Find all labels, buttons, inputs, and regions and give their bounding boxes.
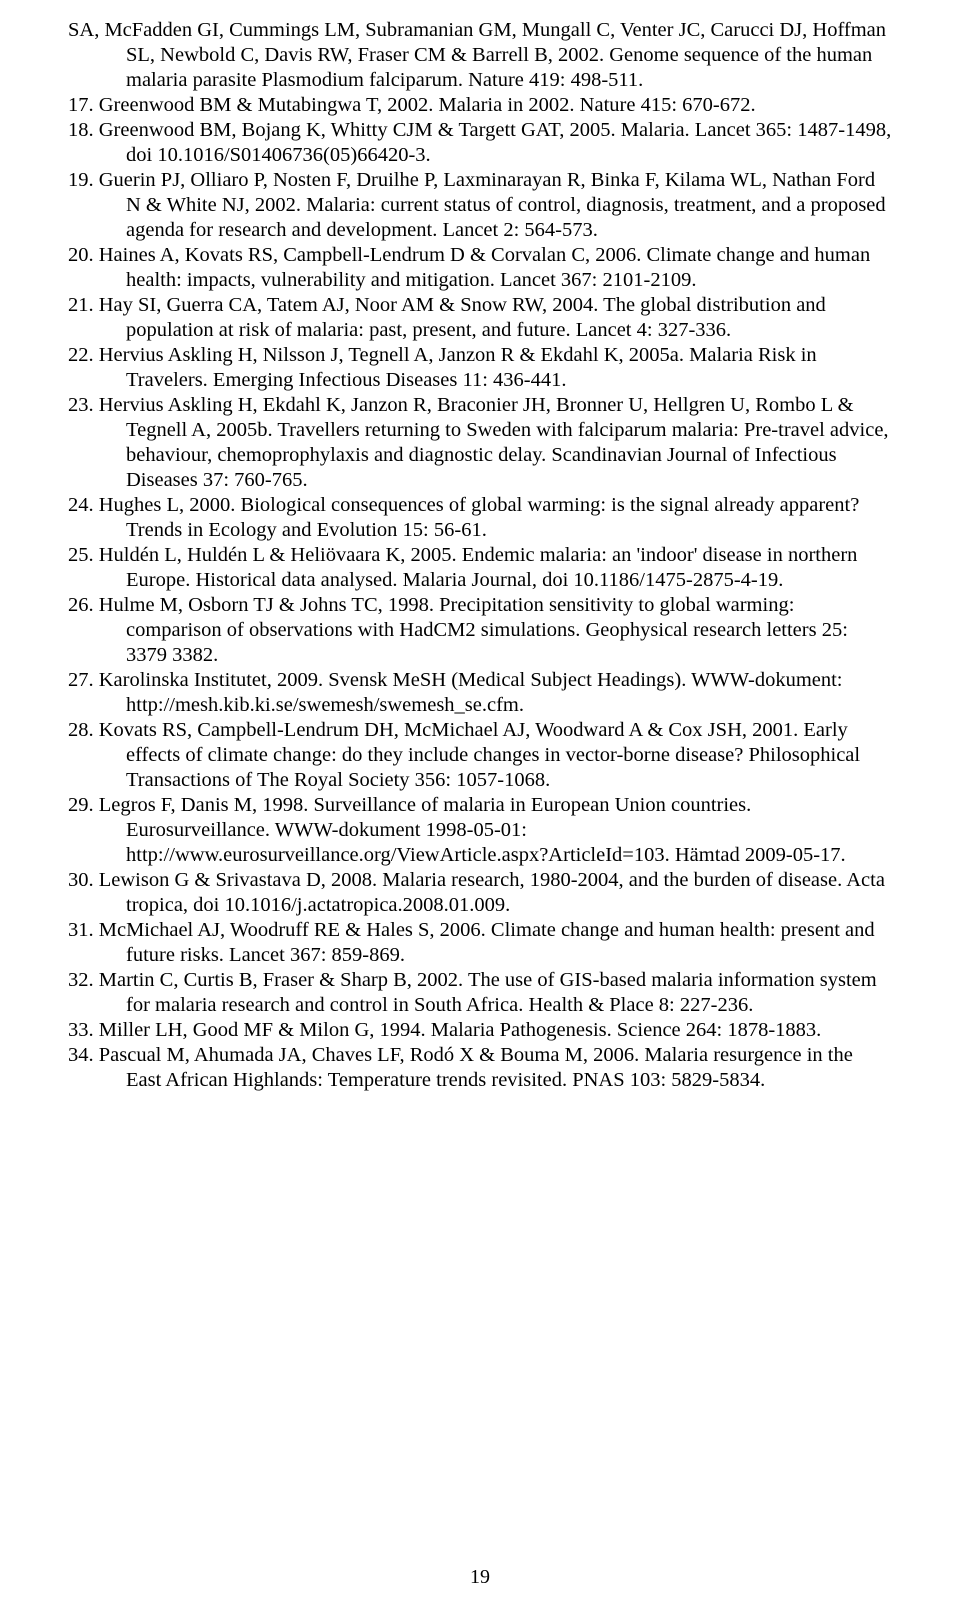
reference-item: 33. Miller LH, Good MF & Milon G, 1994. … (68, 1018, 892, 1043)
reference-item: 31. McMichael AJ, Woodruff RE & Hales S,… (68, 918, 892, 968)
reference-item: 25. Huldén L, Huldén L & Heliövaara K, 2… (68, 543, 892, 593)
reference-item: 34. Pascual M, Ahumada JA, Chaves LF, Ro… (68, 1043, 892, 1093)
reference-item: 26. Hulme M, Osborn TJ & Johns TC, 1998.… (68, 593, 892, 668)
references-list: SA, McFadden GI, Cummings LM, Subramania… (68, 18, 892, 1093)
reference-item: 17. Greenwood BM & Mutabingwa T, 2002. M… (68, 93, 892, 118)
reference-item: 21. Hay SI, Guerra CA, Tatem AJ, Noor AM… (68, 293, 892, 343)
page-number: 19 (0, 1565, 960, 1589)
reference-item: 27. Karolinska Institutet, 2009. Svensk … (68, 668, 892, 718)
reference-item: 23. Hervius Askling H, Ekdahl K, Janzon … (68, 393, 892, 493)
reference-item: 18. Greenwood BM, Bojang K, Whitty CJM &… (68, 118, 892, 168)
reference-item: 22. Hervius Askling H, Nilsson J, Tegnel… (68, 343, 892, 393)
reference-item: 28. Kovats RS, Campbell-Lendrum DH, McMi… (68, 718, 892, 793)
reference-item: 24. Hughes L, 2000. Biological consequen… (68, 493, 892, 543)
reference-item: 30. Lewison G & Srivastava D, 2008. Mala… (68, 868, 892, 918)
reference-item: 29. Legros F, Danis M, 1998. Surveillanc… (68, 793, 892, 868)
reference-item: 32. Martin C, Curtis B, Fraser & Sharp B… (68, 968, 892, 1018)
reference-item: 19. Guerin PJ, Olliaro P, Nosten F, Drui… (68, 168, 892, 243)
reference-item: 20. Haines A, Kovats RS, Campbell-Lendru… (68, 243, 892, 293)
reference-item: SA, McFadden GI, Cummings LM, Subramania… (68, 18, 892, 93)
